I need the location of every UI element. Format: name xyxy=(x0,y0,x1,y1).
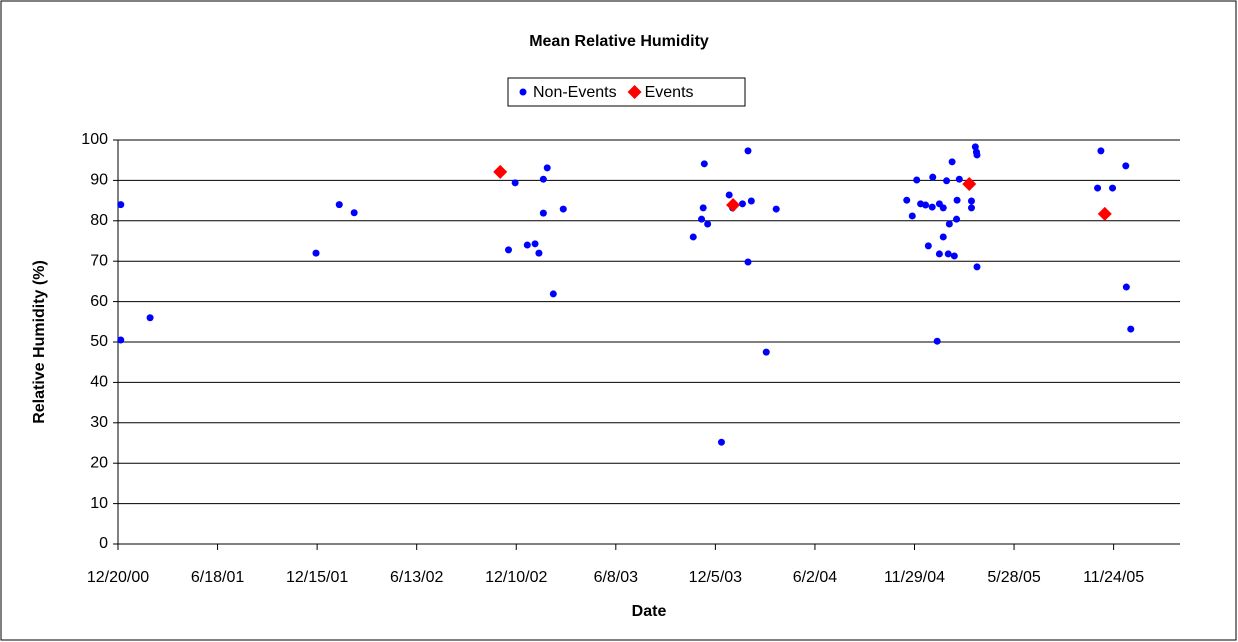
point xyxy=(717,438,725,446)
point xyxy=(973,263,981,271)
point xyxy=(922,201,930,209)
y-tick-label: 90 xyxy=(90,172,108,189)
point xyxy=(535,249,543,257)
point xyxy=(762,348,770,356)
point xyxy=(953,196,961,204)
y-tick-label: 100 xyxy=(81,131,108,148)
point xyxy=(1127,325,1135,333)
point xyxy=(493,164,508,179)
point xyxy=(738,200,746,208)
y-tick-label: 70 xyxy=(90,252,108,269)
point xyxy=(726,198,741,213)
legend-label: Non-Events xyxy=(533,84,617,101)
point xyxy=(700,160,708,168)
point xyxy=(953,215,961,223)
point xyxy=(967,197,975,205)
point xyxy=(913,176,921,184)
point xyxy=(971,143,979,151)
point xyxy=(939,233,947,241)
point xyxy=(1109,184,1117,192)
point xyxy=(312,249,320,257)
x-tick-label: 6/2/04 xyxy=(793,569,838,586)
point xyxy=(908,212,916,220)
point xyxy=(117,336,125,344)
point xyxy=(698,215,706,223)
point xyxy=(531,240,539,248)
x-tick-label: 12/5/03 xyxy=(689,569,742,586)
point xyxy=(543,164,551,172)
point xyxy=(559,205,567,213)
point xyxy=(948,158,956,166)
point xyxy=(146,314,154,322)
point xyxy=(539,209,547,217)
point xyxy=(725,191,733,199)
legend-label: Events xyxy=(645,84,694,101)
point xyxy=(117,201,125,209)
point xyxy=(939,204,947,212)
y-tick-label: 80 xyxy=(90,212,108,229)
legend-marker xyxy=(627,85,642,99)
y-tick-label: 40 xyxy=(90,374,108,391)
point xyxy=(973,151,981,159)
point xyxy=(335,201,343,209)
point xyxy=(943,177,951,185)
x-tick-label: 6/8/03 xyxy=(594,569,639,586)
x-tick-label: 6/18/01 xyxy=(191,569,244,586)
point xyxy=(747,197,755,205)
point xyxy=(950,252,958,260)
point xyxy=(744,258,752,266)
chart-title: Mean Relative Humidity xyxy=(529,33,709,50)
point xyxy=(1122,162,1130,170)
point xyxy=(1097,206,1112,221)
point xyxy=(1122,283,1130,291)
point xyxy=(967,204,975,212)
point xyxy=(944,250,952,258)
point xyxy=(903,196,911,204)
y-tick-label: 30 xyxy=(90,414,108,431)
point xyxy=(1097,147,1105,155)
x-tick-label: 11/24/05 xyxy=(1083,569,1144,586)
point xyxy=(511,179,519,187)
x-tick-label: 12/20/00 xyxy=(87,569,149,586)
point xyxy=(945,220,953,228)
y-tick-label: 50 xyxy=(90,333,108,350)
point xyxy=(933,337,941,345)
point xyxy=(924,242,932,250)
point xyxy=(350,209,358,217)
y-tick-label: 10 xyxy=(90,495,108,512)
point xyxy=(928,203,936,211)
x-axis-title: Date xyxy=(632,603,667,620)
x-tick-label: 12/15/01 xyxy=(286,569,348,586)
x-tick-label: 5/28/05 xyxy=(987,569,1040,586)
point xyxy=(744,147,752,155)
point xyxy=(704,220,712,228)
y-tick-label: 20 xyxy=(90,454,108,471)
point xyxy=(1094,184,1102,192)
point xyxy=(505,246,513,254)
point xyxy=(539,175,547,183)
point xyxy=(929,173,937,181)
point xyxy=(523,241,531,249)
y-tick-label: 0 xyxy=(99,535,108,552)
legend-marker xyxy=(519,88,527,96)
point xyxy=(699,204,707,212)
legend-box xyxy=(507,77,746,107)
y-axis-title: Relative Humidity (%) xyxy=(31,260,48,424)
point xyxy=(935,250,943,258)
point xyxy=(689,233,697,241)
x-tick-label: 11/29/04 xyxy=(884,569,945,586)
point xyxy=(772,205,780,213)
point xyxy=(549,290,557,298)
x-tick-label: 12/10/02 xyxy=(485,569,547,586)
x-tick-label: 6/13/02 xyxy=(390,569,443,586)
point xyxy=(955,175,963,183)
point xyxy=(962,177,977,192)
y-tick-label: 60 xyxy=(90,293,108,310)
